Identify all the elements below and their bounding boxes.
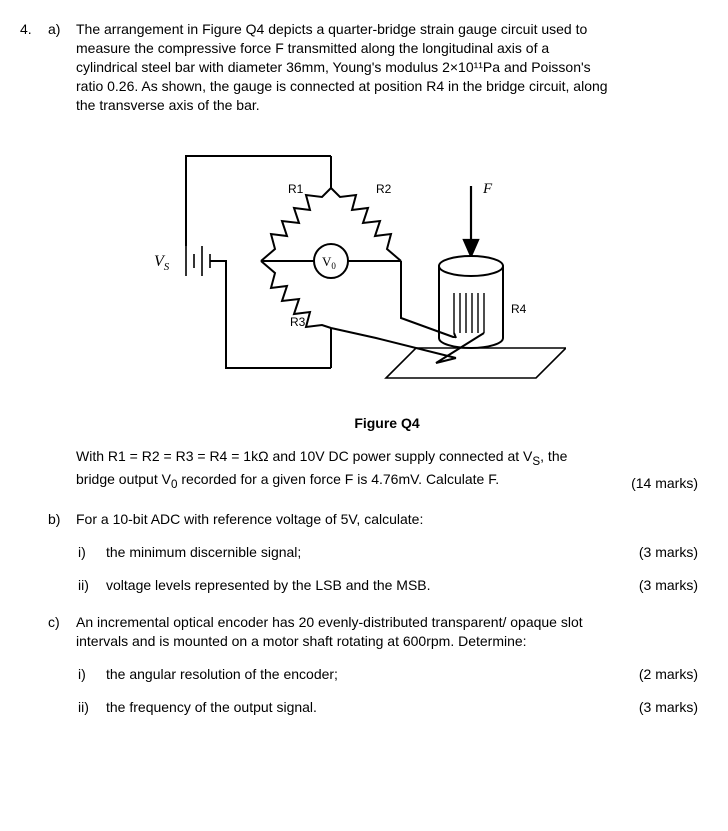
- q4b-ii-row: ii) voltage levels represented by the LS…: [20, 576, 698, 595]
- b-i-text: the minimum discernible signal;: [106, 543, 608, 562]
- base-plate-icon: [386, 348, 566, 378]
- part-a-post: With R1 = R2 = R3 = R4 = 1kΩ and 10V DC …: [76, 447, 608, 492]
- q4a-post-row: With R1 = R2 = R3 = R4 = 1kΩ and 10V DC …: [20, 447, 698, 492]
- r4-label: R4: [511, 302, 527, 316]
- gauge-icon: [454, 293, 484, 333]
- bridge-icon: [261, 188, 456, 358]
- q4b-row: b) For a 10-bit ADC with reference volta…: [20, 510, 698, 529]
- part-b-label: b): [48, 510, 76, 529]
- c-ii-text: the frequency of the output signal.: [106, 698, 608, 717]
- battery-icon: [186, 246, 210, 276]
- b-ii-marks: (3 marks): [608, 576, 698, 595]
- force-arrow-icon: [464, 186, 478, 256]
- figure-q4: VS: [76, 128, 698, 433]
- part-a-marks: (14 marks): [608, 474, 698, 493]
- b-ii-text: voltage levels represented by the LSB an…: [106, 576, 608, 595]
- question-number: 4.: [20, 20, 48, 39]
- vs-label: VS: [154, 253, 170, 273]
- figure-caption: Figure Q4: [76, 414, 698, 433]
- r1-label: R1: [288, 182, 304, 196]
- part-a-intro-text: The arrangement in Figure Q4 depicts a q…: [76, 21, 608, 113]
- q4c-row: c) An incremental optical encoder has 20…: [20, 613, 698, 651]
- figure-q4-svg: VS: [76, 128, 566, 408]
- c-i-num: i): [76, 665, 106, 684]
- b-i-marks: (3 marks): [608, 543, 698, 562]
- part-c-label: c): [48, 613, 76, 632]
- b-i-num: i): [76, 543, 106, 562]
- c-i-text: the angular resolution of the encoder;: [106, 665, 608, 684]
- f-label: F: [482, 181, 493, 197]
- vo-label: V0: [322, 254, 336, 271]
- part-b-text: For a 10-bit ADC with reference voltage …: [76, 510, 608, 529]
- b-ii-num: ii): [76, 576, 106, 595]
- q4c-i-row: i) the angular resolution of the encoder…: [20, 665, 698, 684]
- cylinder-icon: [439, 256, 503, 348]
- q4b-i-row: i) the minimum discernible signal; (3 ma…: [20, 543, 698, 562]
- part-c-text: An incremental optical encoder has 20 ev…: [76, 613, 608, 651]
- q4c-ii-row: ii) the frequency of the output signal. …: [20, 698, 698, 717]
- part-a-intro: The arrangement in Figure Q4 depicts a q…: [76, 20, 608, 114]
- c-i-marks: (2 marks): [608, 665, 698, 684]
- c-ii-marks: (3 marks): [608, 698, 698, 717]
- q4a-intro-row: 4. a) The arrangement in Figure Q4 depic…: [20, 20, 698, 114]
- r3-label: R3: [290, 315, 306, 329]
- r2-label: R2: [376, 182, 392, 196]
- part-a-label: a): [48, 20, 76, 39]
- c-ii-num: ii): [76, 698, 106, 717]
